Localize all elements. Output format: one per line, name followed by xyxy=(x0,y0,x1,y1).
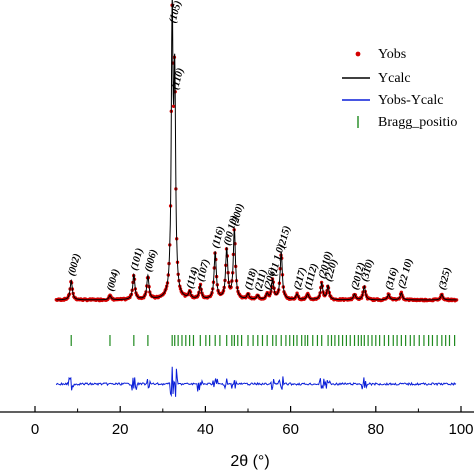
x-tick-label: 40 xyxy=(197,421,214,438)
x-tick-label: 20 xyxy=(112,421,129,438)
legend-swatch-yobs xyxy=(355,51,361,57)
miller-index-label: (215) xyxy=(276,225,293,250)
bragg-tick-marks xyxy=(70,335,456,346)
ycalc-line xyxy=(56,0,457,301)
x-tick-label: 100 xyxy=(448,421,473,438)
miller-index-label: (22 10) xyxy=(397,257,416,289)
miller-index-label: (325) xyxy=(437,266,454,291)
miller-index-labels: (002)(004)(101)(006)(105)(110)(114)(107)… xyxy=(66,0,453,293)
miller-index-label: (310) xyxy=(360,258,377,283)
miller-index-label: (200) xyxy=(230,202,247,227)
legend-label: Ycalc xyxy=(378,71,411,86)
x-tick-label: 0 xyxy=(31,421,39,438)
x-tick-labels: 0 20 40 60 80 100 xyxy=(31,421,474,438)
axes xyxy=(0,406,474,413)
miller-index-label: (004) xyxy=(105,268,122,293)
x-tick-label: 80 xyxy=(367,421,384,438)
yobs-ycalc-line xyxy=(55,366,457,398)
difference-curve xyxy=(55,366,457,398)
yobs-point xyxy=(171,104,176,109)
miller-index-label: (105) xyxy=(167,0,184,24)
miller-index-label: (107) xyxy=(196,258,213,283)
legend-label: Bragg_positio xyxy=(378,115,457,130)
legend: Yobs Ycalc Yobs-Ycalc Bragg_positio xyxy=(342,47,457,130)
x-axis-title: 2θ (°) xyxy=(230,453,269,470)
legend-label: Yobs xyxy=(378,47,406,62)
miller-index-label: (002) xyxy=(66,252,83,277)
legend-label: Yobs-Ycalc xyxy=(378,93,443,108)
miller-index-label: (110) xyxy=(170,67,186,91)
calculated-curve xyxy=(56,0,457,301)
x-tick-label: 60 xyxy=(282,421,299,438)
miller-index-label: (006) xyxy=(143,248,160,273)
